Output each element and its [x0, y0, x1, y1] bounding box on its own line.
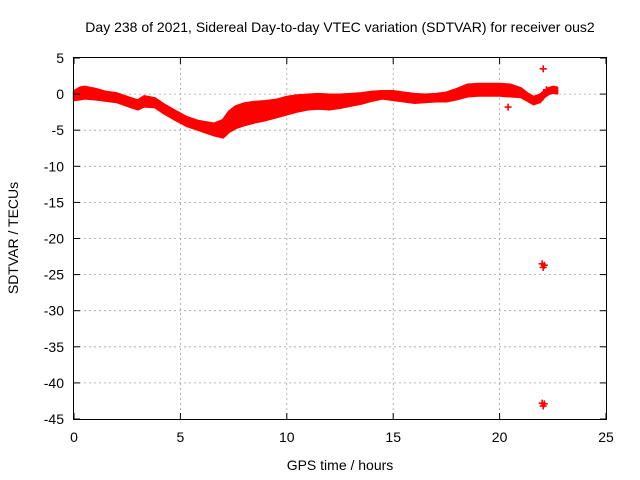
- y-tick-label: -15: [44, 194, 64, 210]
- data-point: [536, 96, 544, 104]
- y-tick-label: -10: [44, 158, 64, 174]
- y-tick-label: 5: [56, 50, 64, 66]
- x-tick-label: 20: [492, 429, 508, 445]
- y-tick-label: -35: [44, 339, 64, 355]
- y-tick-label: -45: [44, 411, 64, 427]
- x-axis-label: GPS time / hours: [287, 457, 394, 473]
- x-tick-label: 0: [70, 429, 78, 445]
- y-tick-label: 0: [56, 86, 64, 102]
- sdtvar-data-band: [72, 82, 559, 139]
- x-axis: 0 5 10 15 20 25: [70, 58, 614, 445]
- x-tick-label: 15: [385, 429, 401, 445]
- y-tick-label: -30: [44, 303, 64, 319]
- data-point: [504, 103, 512, 111]
- x-tick-label: 5: [177, 429, 185, 445]
- data-point: [539, 65, 547, 73]
- y-axis: 5 0 -5 -10 -15 -20 -25 -30 -35 -40 -45: [44, 50, 606, 427]
- data-point: [540, 261, 548, 269]
- y-axis-label: SDTVAR / TECUs: [5, 182, 21, 294]
- y-tick-label: -20: [44, 231, 64, 247]
- x-tick-label: 10: [279, 429, 295, 445]
- grid: [74, 58, 606, 419]
- series-band-sdtvar: [72, 82, 559, 139]
- series-outliers-sdtvar: [504, 65, 550, 410]
- x-tick-label: 25: [598, 429, 614, 445]
- data-point: [540, 400, 548, 408]
- plot-frame: [73, 57, 607, 420]
- y-tick-label: -5: [52, 122, 65, 138]
- data-point: [542, 86, 550, 94]
- chart-title: Day 238 of 2021, Sidereal Day-to-day VTE…: [85, 19, 595, 35]
- y-tick-label: -40: [44, 375, 64, 391]
- y-tick-label: -25: [44, 267, 64, 283]
